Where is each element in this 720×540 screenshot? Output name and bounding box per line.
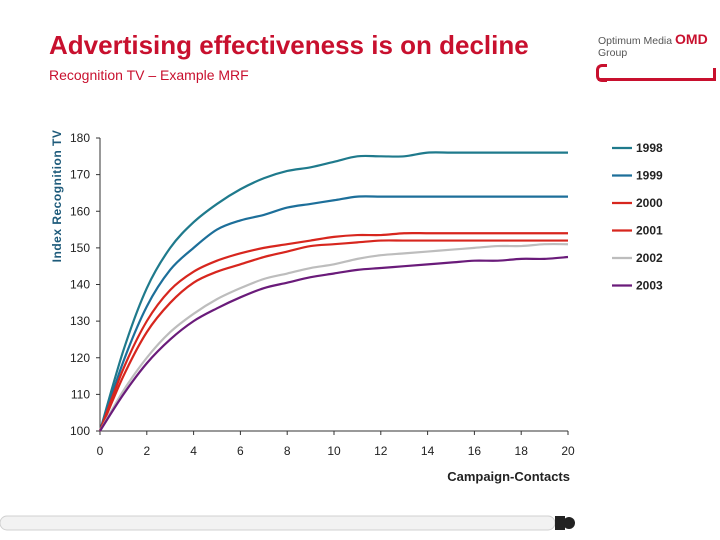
x-tick-label: 14	[421, 444, 435, 458]
legend-label-2001: 2001	[636, 224, 663, 238]
legend-label-1998: 1998	[636, 141, 663, 155]
y-tick-label: 160	[70, 204, 90, 218]
y-tick-label: 150	[70, 241, 90, 255]
logo-divider-cap	[596, 64, 607, 82]
legend-label-2003: 2003	[636, 279, 663, 293]
x-tick-label: 18	[515, 444, 529, 458]
y-tick-label: 100	[70, 424, 90, 438]
x-tick-label: 4	[190, 444, 197, 458]
legend-label-2002: 2002	[636, 251, 663, 265]
y-tick-label: 180	[70, 131, 90, 145]
y-tick-label: 130	[70, 314, 90, 328]
series-line-1999	[98, 195, 568, 432]
page-subtitle: Recognition TV – Example MRF	[49, 67, 249, 83]
series-line-2000	[98, 231, 568, 432]
series-line-2001	[98, 239, 568, 432]
y-tick-label: 120	[70, 351, 90, 365]
legend-label-2000: 2000	[636, 196, 663, 210]
x-axis-label: Campaign-Contacts	[447, 469, 570, 484]
series-line-2003	[99, 255, 569, 432]
logo-divider	[598, 68, 716, 81]
x-tick-label: 2	[143, 444, 150, 458]
logo-name: Optimum Media OMD	[598, 31, 708, 47]
y-axis-label: Index Recognition TV	[50, 130, 64, 263]
x-tick-label: 8	[284, 444, 291, 458]
y-tick-label: 110	[71, 387, 90, 401]
series-line-2002	[99, 242, 569, 432]
logo-group: Group	[598, 47, 628, 59]
x-tick-label: 6	[237, 444, 244, 458]
legend-label-1999: 1999	[636, 169, 663, 183]
y-tick-label: 170	[70, 168, 90, 182]
x-tick-label: 12	[374, 444, 388, 458]
page-title: Advertising effectiveness is on decline	[49, 30, 529, 60]
y-tick-label: 140	[70, 278, 90, 292]
company-logo: Optimum Media OMD Group	[596, 31, 716, 82]
footer-bar	[0, 515, 575, 531]
x-tick-label: 16	[468, 444, 482, 458]
series-line-1998	[98, 151, 568, 432]
x-tick-label: 20	[561, 444, 575, 458]
x-tick-label: 10	[327, 444, 341, 458]
x-tick-label: 0	[97, 444, 104, 458]
